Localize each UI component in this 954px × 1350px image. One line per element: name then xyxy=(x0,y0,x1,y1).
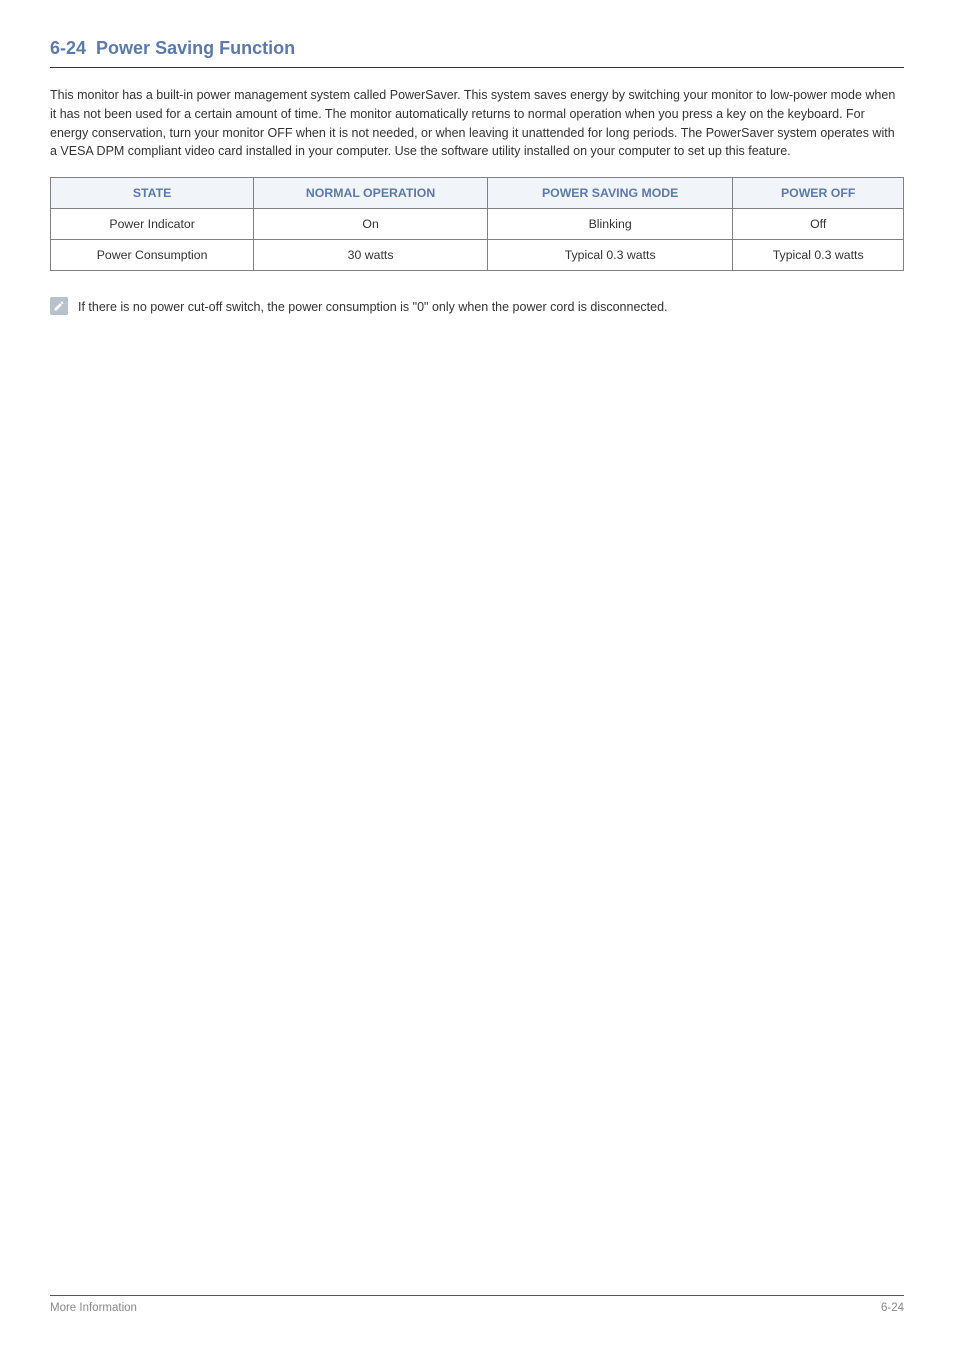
footer: More Information 6-24 xyxy=(50,1295,904,1314)
table-cell: On xyxy=(254,209,488,240)
table-cell: Power Indicator xyxy=(51,209,254,240)
table-cell: 30 watts xyxy=(254,240,488,271)
table-cell: Power Consumption xyxy=(51,240,254,271)
table-cell: Off xyxy=(733,209,904,240)
table-header: STATE xyxy=(51,178,254,209)
table-cell: Blinking xyxy=(487,209,732,240)
body-paragraph: This monitor has a built-in power manage… xyxy=(50,86,904,161)
section-title-text: Power Saving Function xyxy=(96,38,295,58)
note-icon xyxy=(50,297,68,315)
table-header: POWER OFF xyxy=(733,178,904,209)
table-header: NORMAL OPERATION xyxy=(254,178,488,209)
footer-left: More Information xyxy=(50,1302,137,1314)
table-header-row: STATE NORMAL OPERATION POWER SAVING MODE… xyxy=(51,178,904,209)
table-cell: Typical 0.3 watts xyxy=(487,240,732,271)
table-header: POWER SAVING MODE xyxy=(487,178,732,209)
table-row: Power Consumption 30 watts Typical 0.3 w… xyxy=(51,240,904,271)
page: 6-24 Power Saving Function This monitor … xyxy=(0,0,954,1350)
table-row: Power Indicator On Blinking Off xyxy=(51,209,904,240)
section-title: 6-24 Power Saving Function xyxy=(50,38,904,68)
table-cell: Typical 0.3 watts xyxy=(733,240,904,271)
footer-right: 6-24 xyxy=(881,1302,904,1314)
section-number: 6-24 xyxy=(50,38,86,58)
note-text: If there is no power cut-off switch, the… xyxy=(78,297,668,317)
power-table: STATE NORMAL OPERATION POWER SAVING MODE… xyxy=(50,177,904,271)
note: If there is no power cut-off switch, the… xyxy=(50,297,904,317)
